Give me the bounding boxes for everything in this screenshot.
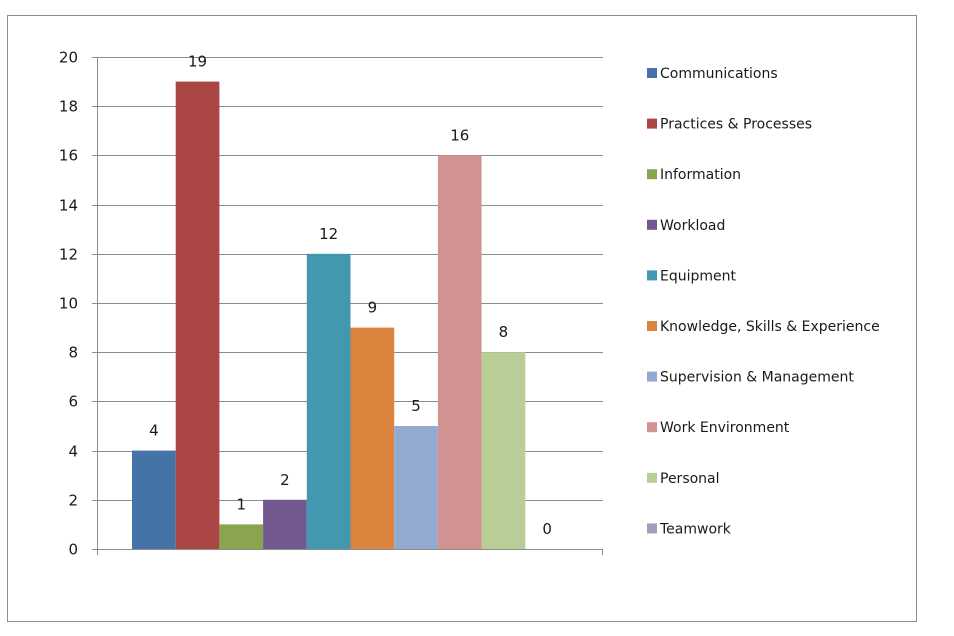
data-label-3: 1: [236, 495, 246, 513]
bar-4: [263, 499, 307, 549]
bar-3: [219, 524, 264, 549]
bar-7: [394, 426, 438, 549]
bar-1: [132, 450, 176, 549]
legend: Communications Practices & Processes Infor…: [647, 66, 880, 537]
legend-label-10: Teamwork: [659, 521, 732, 537]
legend-label-2: Practices & Processes: [660, 117, 812, 133]
legend-swatch-1: [647, 68, 657, 78]
legend-label-9: Personal: [660, 471, 720, 487]
legend-swatch-9: [647, 472, 657, 483]
data-label-8: 16: [450, 126, 469, 144]
bar-8: [437, 155, 482, 549]
bar-5: [306, 253, 351, 550]
data-label-10: 0: [542, 520, 552, 538]
y-tick-label-18: 18: [59, 98, 78, 116]
legend-label-6: Knowledge, Skills & Experience: [660, 319, 880, 335]
data-label-2: 19: [188, 53, 207, 71]
y-axis-tick-labels: 0 2 4 6 8 10 12 14 16 18 20: [59, 49, 78, 559]
legend-swatch-4: [647, 219, 657, 230]
data-label-5: 12: [319, 225, 338, 243]
legend-label-7: Supervision & Management: [660, 370, 854, 386]
bar-2: [175, 81, 220, 549]
y-tick-label-2: 2: [68, 492, 78, 510]
legend-swatch-5: [647, 270, 657, 281]
y-tick-label-10: 10: [59, 295, 78, 313]
y-tick-label-4: 4: [68, 443, 78, 461]
legend-swatch-6: [647, 321, 657, 331]
bar-6: [350, 327, 395, 549]
data-label-1: 4: [149, 422, 159, 440]
data-label-9: 8: [499, 323, 509, 341]
legend-swatch-2: [647, 118, 657, 129]
legend-label-8: Work Environment: [660, 420, 790, 436]
data-label-6: 9: [368, 299, 378, 317]
legend-label-3: Information: [660, 167, 741, 183]
legend-swatch-3: [647, 169, 657, 180]
y-tick-label-12: 12: [59, 246, 78, 264]
y-tick-label-14: 14: [59, 197, 78, 215]
bar-9: [481, 352, 526, 549]
legend-swatch-7: [647, 371, 657, 382]
bars: [132, 81, 526, 550]
y-tick-label-8: 8: [68, 344, 78, 362]
legend-label-4: Workload: [660, 218, 725, 234]
data-label-4: 2: [280, 471, 290, 489]
y-tick-label-16: 16: [59, 147, 78, 165]
data-label-7: 5: [411, 397, 421, 415]
axes: [92, 57, 603, 555]
legend-swatch-8: [647, 422, 657, 433]
y-tick-label-20: 20: [59, 49, 78, 67]
legend-swatch-10: [647, 523, 657, 534]
legend-label-1: Communications: [660, 66, 778, 82]
legend-label-5: Equipment: [660, 268, 737, 284]
y-tick-label-6: 6: [68, 393, 78, 411]
y-tick-label-0: 0: [68, 541, 78, 559]
